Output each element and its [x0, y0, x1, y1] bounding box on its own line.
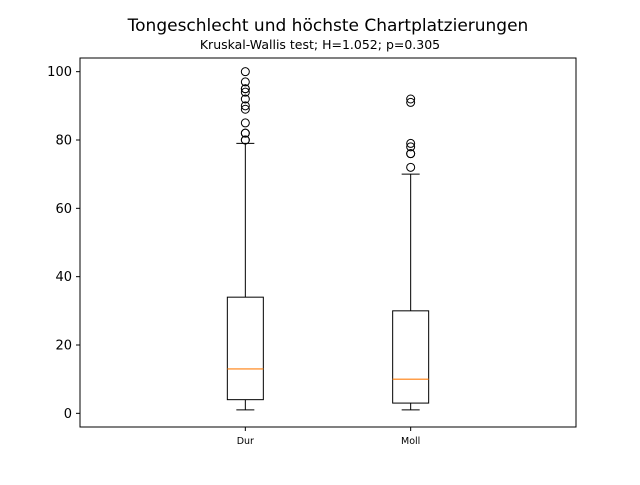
ytick-label-100: 100 [47, 65, 72, 80]
plot-area: 0 20 40 60 80 100 Dur Moll [47, 57, 577, 447]
ytick-label-40: 40 [55, 270, 72, 285]
outlier-dur-7 [240, 94, 250, 104]
outlier-moll-5 [406, 97, 416, 107]
outlier-dur-3 [240, 128, 250, 138]
xtick-label-dur: Dur [237, 436, 254, 447]
outlier-dur-12 [240, 67, 250, 77]
outlier-dur-11 [240, 77, 250, 87]
chart-subtitle: Kruskal-Wallis test; H=1.052; p=0.305 [200, 37, 440, 52]
outlier-dur-1 [240, 135, 250, 145]
plot-frame [79, 57, 577, 428]
outlier-moll-6 [406, 94, 416, 104]
ytick-label-0: 0 [64, 407, 72, 422]
outlier-moll-0 [406, 162, 416, 172]
box-moll [392, 310, 430, 404]
ytick-label-20: 20 [55, 339, 72, 354]
outlier-dur-4 [240, 118, 250, 128]
chart-title: Tongeschlecht und höchste Chartplatzieru… [127, 16, 529, 36]
ytick-label-80: 80 [55, 134, 72, 149]
ytick-label-60: 60 [55, 202, 72, 217]
outlier-dur-5 [240, 104, 250, 114]
outlier-dur-8 [240, 87, 250, 97]
box-dur [226, 296, 264, 401]
outlier-moll-2 [406, 149, 416, 159]
outlier-dur-10 [240, 84, 250, 94]
xtick-label-moll: Moll [401, 436, 420, 447]
outlier-moll-3 [406, 142, 416, 152]
outlier-dur-6 [240, 101, 250, 111]
outlier-moll-4 [406, 138, 416, 148]
